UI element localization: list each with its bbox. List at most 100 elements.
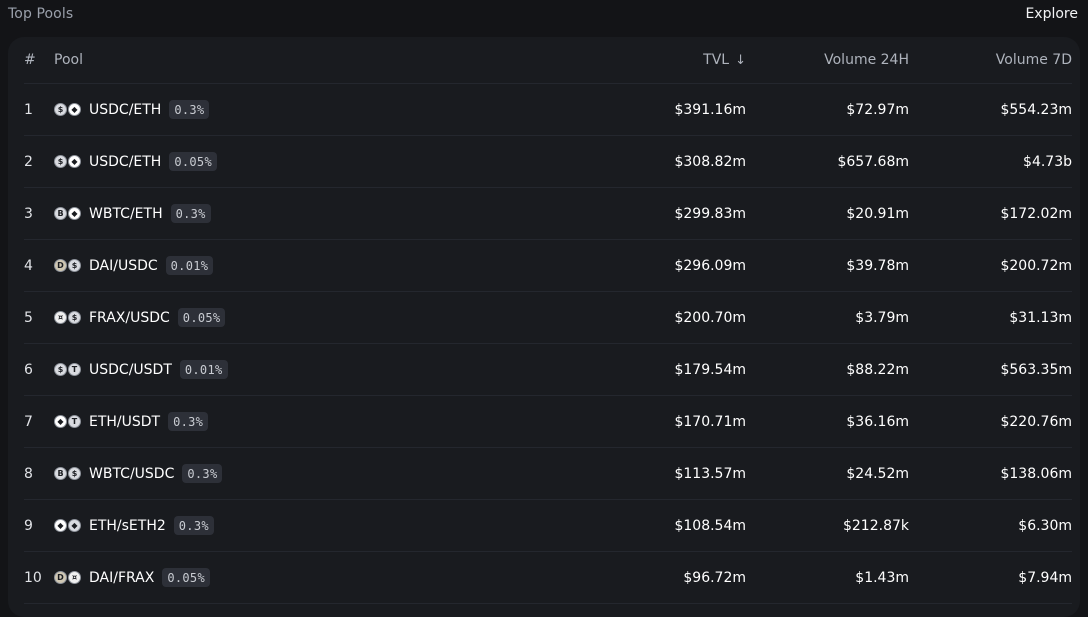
frax-icon: ¤: [68, 571, 81, 584]
seth2-icon: ◆: [68, 519, 81, 532]
row-index: 4: [24, 257, 33, 274]
row-index: 9: [24, 517, 33, 534]
fee-tier-badge: 0.05%: [162, 568, 210, 587]
table-row[interactable]: 2 $ ◆ USDC/ETH 0.05% $308.82m $657.68m $4…: [24, 136, 1072, 188]
tvl-value: $299.83m: [674, 205, 746, 222]
volume-24h-value: $39.78m: [846, 257, 909, 274]
volume-24h-value: $1.43m: [855, 569, 909, 586]
token-pair-icons: $ ◆: [54, 155, 81, 168]
volume-24h-value: $72.97m: [846, 101, 909, 118]
volume-7d-value: $7.94m: [1018, 569, 1072, 586]
pool-cell: B $ WBTC/USDC 0.3%: [54, 448, 374, 499]
fee-tier-badge: 0.05%: [177, 308, 226, 327]
row-index: 10: [24, 569, 42, 586]
volume-24h-value: $657.68m: [837, 153, 909, 170]
pool-cell: D ¤ DAI/FRAX 0.05%: [54, 552, 374, 603]
pool-cell: $ ◆ USDC/ETH 0.05%: [54, 136, 374, 187]
usdc-icon: $: [54, 363, 67, 376]
pool-pair-name: USDC/ETH: [89, 153, 162, 170]
fee-tier-badge: 0.01%: [179, 360, 228, 379]
column-header-tvl[interactable]: TVL ↓: [546, 37, 746, 83]
token-pair-icons: ◆ T: [54, 415, 81, 428]
fee-tier-badge: 0.3%: [168, 412, 209, 431]
table-row[interactable]: 4 D $ DAI/USDC 0.01% $296.09m $39.78m $20…: [24, 240, 1072, 292]
pools-table: # Pool TVL ↓ Volume 24H Volume 7D 1 $ ◆ U…: [8, 37, 1080, 617]
volume-7d-value: $6.30m: [1018, 517, 1072, 534]
table-row[interactable]: 6 $ T USDC/USDT 0.01% $179.54m $88.22m $5…: [24, 344, 1072, 396]
usdc-icon: $: [68, 311, 81, 324]
table-header: # Pool TVL ↓ Volume 24H Volume 7D: [24, 37, 1072, 84]
pool-pair-name: ETH/sETH2: [89, 517, 166, 534]
table-row[interactable]: 9 ◆ ◆ ETH/sETH2 0.3% $108.54m $212.87k $6…: [24, 500, 1072, 552]
table-row[interactable]: 8 B $ WBTC/USDC 0.3% $113.57m $24.52m $13…: [24, 448, 1072, 500]
pool-cell: ◆ ◆ ETH/sETH2 0.3%: [54, 500, 374, 551]
pool-pair-name: WBTC/ETH: [89, 205, 163, 222]
tvl-value: $391.16m: [674, 101, 746, 118]
token-pair-icons: $ ◆: [54, 103, 81, 116]
dai-icon: D: [54, 571, 67, 584]
tvl-value: $296.09m: [674, 257, 746, 274]
table-row[interactable]: 5 ¤ $ FRAX/USDC 0.05% $200.70m $3.79m $31…: [24, 292, 1072, 344]
wbtc-icon: B: [54, 467, 67, 480]
volume-24h-value: $36.16m: [846, 413, 909, 430]
volume-7d-value: $138.06m: [1000, 465, 1072, 482]
tvl-value: $96.72m: [683, 569, 746, 586]
eth-icon: ◆: [68, 155, 81, 168]
fee-tier-badge: 0.3%: [182, 464, 223, 483]
usdc-icon: $: [68, 259, 81, 272]
pool-pair-name: DAI/FRAX: [89, 569, 155, 586]
pool-cell: ¤ $ FRAX/USDC 0.05%: [54, 292, 374, 343]
eth-icon: ◆: [54, 519, 67, 532]
token-pair-icons: D $: [54, 259, 81, 272]
column-header-pool: Pool: [54, 52, 83, 68]
volume-7d-value: $554.23m: [1000, 101, 1072, 118]
usdt-icon: T: [68, 415, 81, 428]
tvl-value: $179.54m: [674, 361, 746, 378]
volume-7d-value: $563.35m: [1000, 361, 1072, 378]
pool-pair-name: DAI/USDC: [89, 257, 158, 274]
token-pair-icons: ¤ $: [54, 311, 81, 324]
table-row[interactable]: 10 D ¤ DAI/FRAX 0.05% $96.72m $1.43m $7.9…: [24, 552, 1072, 604]
token-pair-icons: D ¤: [54, 571, 81, 584]
volume-24h-value: $88.22m: [846, 361, 909, 378]
column-header-volume-7d[interactable]: Volume 7D: [995, 52, 1072, 68]
column-header-volume-24h[interactable]: Volume 24H: [824, 52, 909, 68]
row-index: 5: [24, 309, 33, 326]
pool-cell: D $ DAI/USDC 0.01%: [54, 240, 374, 291]
usdc-icon: $: [54, 155, 67, 168]
usdt-icon: T: [68, 363, 81, 376]
usdc-icon: $: [54, 103, 67, 116]
row-index: 3: [24, 205, 33, 222]
pool-cell: $ T USDC/USDT 0.01%: [54, 344, 374, 395]
row-index: 6: [24, 361, 33, 378]
token-pair-icons: $ T: [54, 363, 81, 376]
eth-icon: ◆: [54, 415, 67, 428]
top-bar: Top Pools Explore: [0, 0, 1088, 32]
volume-7d-value: $220.76m: [1000, 413, 1072, 430]
tvl-value: $108.54m: [674, 517, 746, 534]
pool-cell: ◆ T ETH/USDT 0.3%: [54, 396, 374, 447]
token-pair-icons: ◆ ◆: [54, 519, 81, 532]
wbtc-icon: B: [54, 207, 67, 220]
volume-7d-value: $4.73b: [1023, 153, 1072, 170]
pool-pair-name: WBTC/USDC: [89, 465, 175, 482]
table-row[interactable]: 3 B ◆ WBTC/ETH 0.3% $299.83m $20.91m $172…: [24, 188, 1072, 240]
pool-cell: $ ◆ USDC/ETH 0.3%: [54, 84, 374, 135]
volume-24h-value: $3.79m: [855, 309, 909, 326]
table-row[interactable]: 7 ◆ T ETH/USDT 0.3% $170.71m $36.16m $220…: [24, 396, 1072, 448]
volume-24h-value: $20.91m: [846, 205, 909, 222]
row-index: 2: [24, 153, 33, 170]
dai-icon: D: [54, 259, 67, 272]
tvl-header-label: TVL: [703, 52, 730, 68]
token-pair-icons: B ◆: [54, 207, 81, 220]
volume-24h-value: $24.52m: [846, 465, 909, 482]
fee-tier-badge: 0.3%: [169, 100, 210, 119]
explore-link[interactable]: Explore: [1025, 6, 1078, 22]
sort-arrow-down-icon: ↓: [735, 52, 746, 68]
usdc-icon: $: [68, 467, 81, 480]
fee-tier-badge: 0.01%: [165, 256, 214, 275]
eth-icon: ◆: [68, 103, 81, 116]
token-pair-icons: B $: [54, 467, 81, 480]
volume-7d-value: $31.13m: [1009, 309, 1072, 326]
table-row[interactable]: 1 $ ◆ USDC/ETH 0.3% $391.16m $72.97m $554…: [24, 84, 1072, 136]
